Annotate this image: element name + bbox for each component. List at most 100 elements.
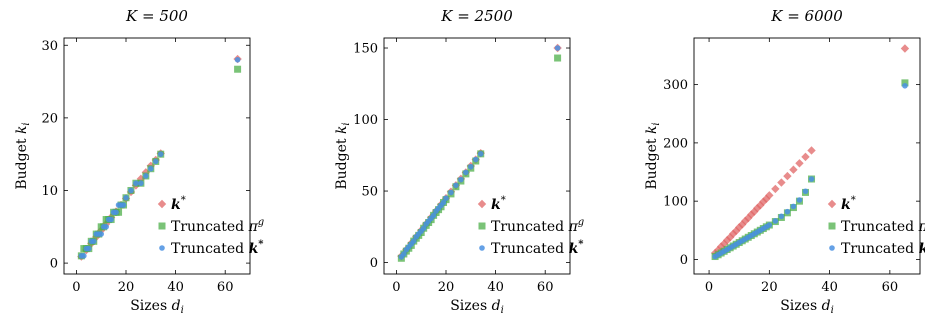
data-point xyxy=(765,191,774,200)
data-point xyxy=(103,224,109,230)
x-tick-label: 20 xyxy=(118,280,135,295)
y-tick-label: 100 xyxy=(663,195,688,210)
y-tick-label: 30 xyxy=(41,39,58,54)
chart-panel-2: K = 2500 0 20 40 60 0 50 100 150 Sizes di Budget k… xyxy=(334,7,584,316)
data-point xyxy=(157,151,164,157)
x-tick-label: 60 xyxy=(882,280,899,295)
data-point xyxy=(472,156,479,163)
x-axis-label: Sizes di xyxy=(780,298,834,316)
legend-marker xyxy=(159,245,165,251)
data-point xyxy=(762,194,771,204)
chart-panel-3: K = 6000 0 20 40 60 0 100 200 300 Sizes di Budget … xyxy=(644,7,925,316)
series-3 xyxy=(398,45,561,260)
legend-marker xyxy=(158,222,166,230)
x-tick-label: 60 xyxy=(217,280,234,295)
data-point xyxy=(795,159,804,168)
data-point xyxy=(113,209,119,216)
data-point xyxy=(901,79,909,87)
x-tick-label: 0 xyxy=(705,280,713,295)
data-point xyxy=(784,208,791,215)
data-point xyxy=(410,238,417,244)
data-point xyxy=(234,56,241,63)
data-points xyxy=(710,44,910,261)
data-point xyxy=(796,197,803,203)
data-point xyxy=(448,189,454,196)
data-point xyxy=(86,245,92,252)
data-point xyxy=(120,202,127,208)
legend-marker xyxy=(478,222,486,230)
x-tick-label: 20 xyxy=(761,280,778,295)
data-point xyxy=(807,146,816,155)
legend-marker xyxy=(157,199,167,209)
data-points xyxy=(397,43,562,262)
chart-title: K = 6000 xyxy=(770,7,843,25)
data-point xyxy=(783,171,792,181)
legend-label: k* xyxy=(491,195,506,213)
data-point xyxy=(90,238,97,245)
y-axis-label: Budget ki xyxy=(14,122,32,189)
x-tick-label: 60 xyxy=(537,280,554,295)
data-point xyxy=(133,180,139,187)
data-point xyxy=(719,239,729,248)
legend-marker xyxy=(828,222,836,230)
legend: k* Truncated πg Truncated k* xyxy=(827,195,925,257)
data-point xyxy=(777,178,786,187)
data-point xyxy=(738,220,747,229)
data-point xyxy=(453,182,459,189)
plot-frame xyxy=(383,37,571,275)
data-point xyxy=(98,231,104,237)
y-tick-label: 0 xyxy=(370,256,378,271)
y-tick-label: 50 xyxy=(361,185,378,200)
x-tick-label: 40 xyxy=(167,280,184,295)
data-point xyxy=(790,203,797,210)
data-point xyxy=(123,194,129,201)
x-tick-label: 20 xyxy=(438,280,455,295)
legend-label: Truncated πg xyxy=(491,217,584,235)
x-tick-label: 40 xyxy=(487,280,504,295)
data-point xyxy=(420,225,427,232)
data-point xyxy=(778,213,785,220)
x-tick-label: 40 xyxy=(821,280,838,295)
data-point xyxy=(477,151,484,157)
y-tick-label: 0 xyxy=(680,253,688,268)
chart-panel-1: K = 500 0 20 40 60 0 10 20 30 Sizes di Budget ki k*… xyxy=(14,7,264,316)
legend-label: k* xyxy=(171,195,186,213)
data-point xyxy=(900,44,910,53)
legend-label: k* xyxy=(841,195,856,213)
data-point xyxy=(554,54,562,62)
data-points xyxy=(77,54,242,261)
plot-frame xyxy=(63,37,251,275)
legend-marker xyxy=(829,245,835,251)
y-tick-label: 300 xyxy=(663,78,688,93)
data-point xyxy=(725,233,735,242)
data-point xyxy=(750,207,759,216)
data-point xyxy=(81,253,87,259)
legend-label: Truncated k* xyxy=(171,239,264,257)
legend-marker xyxy=(477,199,487,209)
data-point xyxy=(443,195,449,201)
legend: k* Truncated πg Truncated k* xyxy=(477,195,584,257)
x-tick-label: 0 xyxy=(392,280,400,295)
plot-frame xyxy=(693,37,921,275)
data-point xyxy=(143,173,149,179)
data-point xyxy=(808,176,815,182)
y-tick-label: 100 xyxy=(353,113,378,128)
data-point xyxy=(128,187,134,194)
data-point xyxy=(772,218,779,224)
data-point xyxy=(401,251,407,257)
legend-label: Truncated k* xyxy=(491,239,584,257)
data-point xyxy=(766,222,773,228)
data-point xyxy=(789,165,798,174)
data-point xyxy=(902,82,908,89)
data-point xyxy=(234,65,242,73)
x-tick-label: 0 xyxy=(72,280,80,295)
data-point xyxy=(759,197,768,206)
data-point xyxy=(458,176,464,183)
data-point xyxy=(440,199,447,206)
y-tick-label: 10 xyxy=(41,184,58,199)
legend-marker xyxy=(479,245,485,251)
y-tick-label: 20 xyxy=(41,111,58,126)
data-point xyxy=(554,45,561,51)
data-point xyxy=(148,165,154,172)
